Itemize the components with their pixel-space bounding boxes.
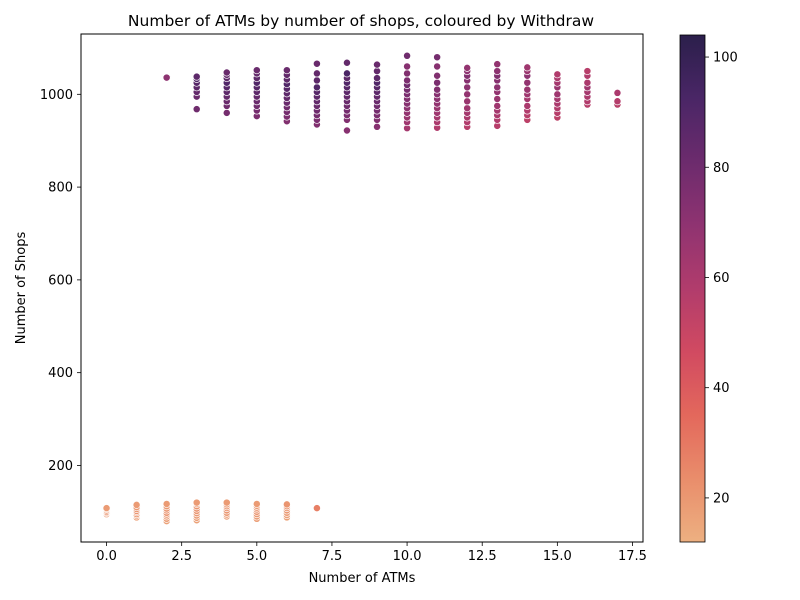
data-point — [312, 76, 321, 85]
data-point — [222, 108, 231, 117]
x-tick-label: 7.5 — [322, 549, 343, 564]
data-point — [463, 83, 472, 92]
data-point — [222, 68, 231, 77]
data-point — [373, 74, 381, 83]
data-point — [433, 62, 442, 71]
data-point — [312, 504, 321, 513]
y-tick-label: 400 — [48, 366, 73, 381]
y-axis-label: Number of Shops — [14, 232, 29, 345]
data-point — [343, 58, 351, 67]
data-point — [523, 101, 532, 110]
data-point — [463, 63, 472, 72]
data-point — [162, 73, 171, 82]
data-point — [282, 66, 291, 75]
data-point — [162, 500, 171, 508]
data-point — [493, 60, 502, 69]
x-axis: 0.0 2.5 5.0 7.5 10.0 12.5 15.0 17.5 — [96, 542, 647, 564]
data-point — [403, 62, 412, 71]
data-point — [433, 71, 442, 80]
colorbar-tick-label: 100 — [713, 51, 738, 66]
data-point — [553, 90, 562, 99]
plot-area — [80, 33, 644, 543]
data-point — [613, 88, 622, 97]
data-point — [252, 500, 261, 508]
data-point — [312, 83, 321, 92]
data-point — [282, 500, 291, 509]
data-point — [373, 60, 381, 69]
data-point — [493, 67, 502, 76]
colorbar-tick-label: 20 — [713, 491, 730, 506]
plot-frame — [81, 34, 643, 542]
data-point — [523, 78, 532, 87]
y-tick-label: 800 — [48, 181, 73, 196]
colorbar-tick-label: 80 — [713, 161, 730, 176]
data-point — [192, 498, 201, 507]
chart-title: Number of ATMs by number of shops, colou… — [128, 12, 594, 30]
x-tick-label: 5.0 — [246, 549, 267, 564]
data-point — [373, 122, 381, 131]
data-point — [493, 101, 502, 110]
x-tick-label: 17.5 — [618, 549, 647, 564]
data-point — [583, 78, 592, 87]
data-point — [343, 69, 351, 78]
plot-border — [80, 33, 644, 543]
data-point — [523, 85, 532, 94]
x-tick-label: 0.0 — [96, 549, 117, 564]
y-tick-label: 1000 — [40, 88, 73, 103]
data-point — [583, 67, 592, 76]
y-tick-label: 600 — [48, 273, 73, 288]
data-point — [192, 72, 201, 81]
data-point — [312, 69, 321, 78]
x-tick-label: 10.0 — [393, 549, 422, 564]
data-point — [403, 76, 412, 85]
x-tick-label: 2.5 — [171, 549, 192, 564]
x-axis-label: Number of ATMs — [309, 571, 416, 586]
data-point — [493, 94, 502, 103]
data-point — [222, 498, 231, 507]
y-axis: 200 400 600 800 1000 — [40, 88, 81, 474]
colorbar: 20 40 60 80 100 — [679, 34, 738, 543]
data-point — [433, 85, 442, 94]
points-layer — [102, 51, 622, 526]
data-point — [493, 83, 502, 92]
data-point — [373, 67, 381, 76]
data-point — [132, 500, 141, 509]
x-tick-label: 15.0 — [543, 549, 572, 564]
data-point — [102, 504, 111, 513]
data-point — [553, 70, 562, 79]
data-point — [403, 69, 412, 78]
data-point — [252, 66, 261, 75]
colorbar-gradient — [679, 34, 706, 543]
data-point — [463, 104, 472, 113]
data-point — [433, 53, 442, 62]
colorbar-tick-label: 40 — [713, 381, 730, 396]
data-point — [463, 97, 472, 106]
data-point — [523, 63, 532, 72]
data-point — [463, 90, 472, 99]
data-point — [312, 59, 321, 68]
colorbar-ticks: 20 40 60 80 100 — [705, 51, 738, 506]
data-point — [343, 126, 351, 135]
data-point — [613, 97, 622, 106]
colorbar-tick-label: 60 — [713, 271, 730, 286]
data-point — [433, 78, 442, 87]
x-tick-label: 12.5 — [468, 549, 497, 564]
data-point — [403, 51, 412, 60]
data-point — [192, 105, 201, 114]
y-tick-label: 200 — [48, 459, 73, 474]
